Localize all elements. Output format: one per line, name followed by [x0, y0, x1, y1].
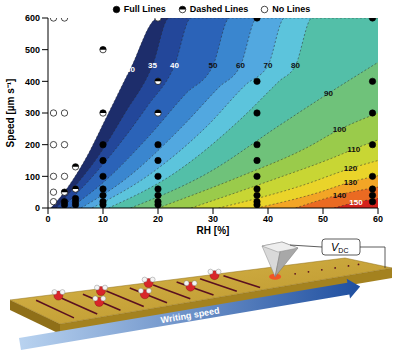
svg-text:Speed [µm s⁻¹]: Speed [µm s⁻¹]	[5, 79, 16, 148]
svg-text:60: 60	[373, 214, 383, 224]
svg-text:30: 30	[126, 65, 135, 74]
svg-text:20: 20	[153, 214, 163, 224]
svg-text:200: 200	[25, 140, 40, 150]
svg-text:0: 0	[45, 214, 50, 224]
svg-text:60: 60	[236, 61, 245, 70]
svg-text:30: 30	[208, 214, 218, 224]
svg-text:40: 40	[263, 214, 273, 224]
svg-text:VDC: VDC	[331, 241, 348, 254]
svg-text:100: 100	[25, 172, 40, 182]
svg-text:140: 140	[333, 191, 347, 200]
svg-text:35: 35	[148, 61, 157, 70]
svg-text:130: 130	[344, 178, 358, 187]
svg-text:80: 80	[291, 61, 300, 70]
html-text:No Lines: No Lines	[272, 4, 311, 14]
svg-text:RH [%]: RH [%]	[197, 225, 230, 236]
svg-text:Writing speed: Writing speed	[160, 305, 220, 325]
svg-text:300: 300	[25, 108, 40, 118]
svg-text:10: 10	[98, 214, 108, 224]
svg-text:70: 70	[264, 61, 273, 70]
svg-text:500: 500	[25, 45, 40, 55]
html-text:Full Lines: Full Lines	[123, 4, 166, 14]
svg-text:40: 40	[170, 61, 179, 70]
svg-text:150: 150	[349, 198, 363, 207]
svg-text:600: 600	[25, 13, 40, 23]
svg-text:400: 400	[25, 77, 40, 87]
svg-text:120: 120	[344, 164, 358, 173]
svg-text:50: 50	[209, 61, 218, 70]
svg-text:100: 100	[333, 125, 347, 134]
html-text:Dashed Lines: Dashed Lines	[189, 4, 249, 14]
svg-text:90: 90	[324, 89, 333, 98]
svg-text:50: 50	[318, 214, 328, 224]
svg-text:110: 110	[347, 145, 360, 154]
svg-text:0: 0	[35, 203, 40, 213]
